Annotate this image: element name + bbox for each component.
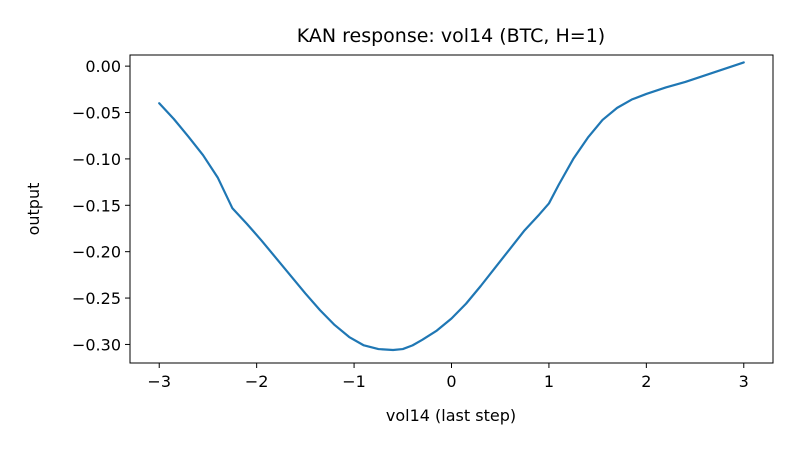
series-line-0 bbox=[158, 61, 745, 352]
y-tick-label: −0.30 bbox=[72, 335, 121, 354]
x-tick-label: −1 bbox=[342, 372, 366, 391]
chart-title: KAN response: vol14 (BTC, H=1) bbox=[297, 25, 605, 47]
y-tick-label: −0.20 bbox=[72, 243, 121, 262]
plot-frame bbox=[129, 54, 774, 364]
x-tick-label: 3 bbox=[739, 372, 749, 391]
y-axis: 0.00 −0.05 −0.10 −0.15 −0.20 −0.25 −0.30 bbox=[72, 57, 130, 354]
x-tick-label: −2 bbox=[245, 372, 269, 391]
y-axis-label: output bbox=[24, 183, 43, 236]
y-tick-label: −0.10 bbox=[72, 150, 121, 169]
y-tick-label: −0.15 bbox=[72, 196, 121, 215]
y-tick-label: −0.25 bbox=[72, 289, 121, 308]
plot-area bbox=[158, 61, 745, 352]
x-tick-label: 0 bbox=[446, 372, 456, 391]
x-axis-label: vol14 (last step) bbox=[386, 406, 516, 425]
x-axis: −3 −2 −1 0 1 2 3 bbox=[147, 363, 749, 391]
x-tick-label: 1 bbox=[544, 372, 554, 391]
x-tick-label: 2 bbox=[641, 372, 651, 391]
y-tick-label: 0.00 bbox=[85, 57, 121, 76]
x-tick-label: −3 bbox=[147, 372, 171, 391]
y-tick-label: −0.05 bbox=[72, 104, 121, 123]
